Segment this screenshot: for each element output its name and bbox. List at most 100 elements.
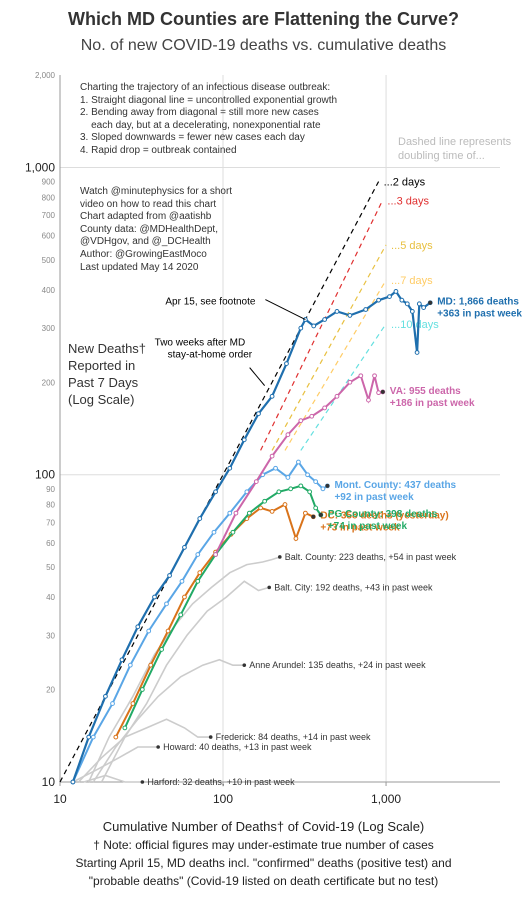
series-point [372, 373, 377, 379]
doubling-line-label: ...3 days [387, 196, 429, 208]
series-point [130, 701, 136, 706]
credits-line: Watch @minutephysics for a short [80, 186, 233, 197]
series-end-dot [208, 735, 213, 739]
series-line-balt-county [87, 556, 281, 783]
chart-title: Which MD Counties are Flattening the Cur… [67, 9, 460, 29]
highlight-series: DC: 358 deaths (yesterday)+73 in past we… [70, 289, 522, 785]
series-point [269, 393, 275, 399]
series-label: Balt. County: 223 deaths, +54 in past we… [285, 552, 457, 562]
series-point [347, 313, 353, 318]
series-point [213, 489, 218, 495]
y-axis-label-line: Reported in [68, 358, 136, 373]
series-point [165, 628, 171, 634]
series-mont-county: Mont. County: 437 deaths+92 in past week [70, 459, 457, 785]
annotation-label: Apr 15, see footnote [165, 297, 256, 308]
series-point [376, 297, 381, 303]
credits-line: County data: @MDHealthDept, [80, 223, 218, 235]
series-point [122, 725, 128, 731]
y-tick-label-minor: 800 [42, 193, 56, 202]
y-axis-label: New Deaths† Reported in Past 7 Days (Log… [68, 340, 146, 408]
x-axis-label: Cumulative Number of Deaths† of Covid-19… [102, 819, 425, 834]
y-tick-label-minor: 300 [42, 324, 56, 333]
series-va: VA: 955 deaths+186 in past week [213, 373, 475, 557]
series-point [399, 297, 405, 303]
series-point [313, 479, 319, 484]
credits-line: Last updated May 14 2020 [80, 261, 199, 273]
series-label: MD: 1,866 deaths [437, 297, 519, 308]
series-point [258, 505, 263, 511]
doubling-lines: ...2 days ...3 days ...5 days ...7 days ...1… [59, 177, 439, 783]
series-point [167, 573, 172, 578]
series-label: Anne Arundel: 135 deaths, +24 in past we… [249, 660, 426, 670]
y-tick-label-minor: 600 [42, 232, 56, 241]
y-tick-label-minor: 500 [42, 256, 56, 265]
series-point [90, 734, 96, 740]
series-point [311, 323, 317, 329]
series-point [148, 662, 154, 668]
series-label: Mont. County: 437 deaths [334, 480, 456, 491]
series-point [285, 432, 291, 438]
series-label: Balt. City: 192 deaths, +43 in past week [274, 582, 433, 592]
y-tick-label-minor: 400 [42, 286, 56, 295]
series-md: MD: 1,866 deaths+363 in past week [70, 289, 522, 785]
series-point [139, 687, 145, 692]
series-point [409, 309, 415, 314]
doubling-line-label: ...10 days [391, 319, 439, 331]
series-point [334, 309, 340, 314]
series-point [146, 628, 152, 634]
series-point [230, 529, 236, 535]
y-tick-label-minor: 60 [46, 539, 55, 548]
series-point [288, 486, 294, 492]
series-dc: DC: 358 deaths (yesterday)+73 in past we… [113, 502, 449, 740]
doubling-line-label: ...7 days [391, 275, 433, 287]
doubling-line-label: ...5 days [391, 240, 433, 252]
x-tick-label: 1,000 [371, 792, 401, 806]
doubling-line-note-line: Dashed line represents [398, 136, 512, 148]
reading-guide-line: 3. Sloped downwards = fewer new cases ea… [80, 132, 305, 144]
y-tick-label-minor: 900 [42, 178, 56, 187]
series-point [358, 373, 364, 379]
series-point [197, 570, 203, 576]
credits-block: Watch @minutephysics for a short video o… [80, 186, 232, 274]
series-label-change: +92 in past week [334, 492, 414, 503]
series-point [322, 405, 328, 411]
reading-guide-line: 1. Straight diagonal line = uncontrolled… [80, 94, 338, 106]
series-point [393, 289, 399, 294]
footnote-line: † Note: official figures may under-estim… [93, 838, 434, 852]
series-point [416, 301, 422, 307]
series-point [227, 510, 233, 516]
series-point [135, 624, 141, 630]
series-point [296, 459, 301, 465]
series-point [305, 472, 310, 478]
series-label-change: +363 in past week [437, 309, 522, 320]
series-point [363, 307, 369, 312]
series-pg-county: PG County: 398 deaths+74 in past week [122, 483, 438, 731]
y-tick-label-minor: 90 [46, 485, 55, 494]
series-point [313, 505, 319, 511]
series-label: PG County: 398 deaths [328, 509, 438, 520]
series-point [309, 413, 315, 419]
reading-guide-line: Charting the trajectory of an infectious… [80, 82, 331, 93]
series-point [179, 578, 185, 584]
series-end-dot [140, 780, 145, 784]
series-point [269, 453, 275, 459]
doubling-line [260, 200, 383, 451]
series-point [284, 361, 289, 367]
series-point [113, 734, 119, 740]
y-axis-label-line: New Deaths† [68, 341, 147, 356]
series-line-howard [72, 746, 159, 783]
series-end-dot [278, 555, 282, 559]
series-point [414, 350, 420, 355]
series-end-dot [380, 389, 385, 394]
chart-subtitle: No. of new COVID-19 deaths vs. cumulativ… [80, 37, 447, 54]
doubling-line-label: ...2 days [384, 177, 426, 189]
series-end-dot [318, 512, 323, 517]
series-point [86, 734, 92, 740]
x-tick-label: 100 [213, 792, 233, 806]
y-tick-label-minor: 30 [46, 631, 55, 640]
y-tick-label-minor: 40 [46, 593, 55, 602]
series-label: VA: 955 deaths [390, 386, 461, 397]
series-point [233, 510, 239, 516]
series-end-dot [428, 300, 433, 305]
series-point [302, 510, 308, 516]
